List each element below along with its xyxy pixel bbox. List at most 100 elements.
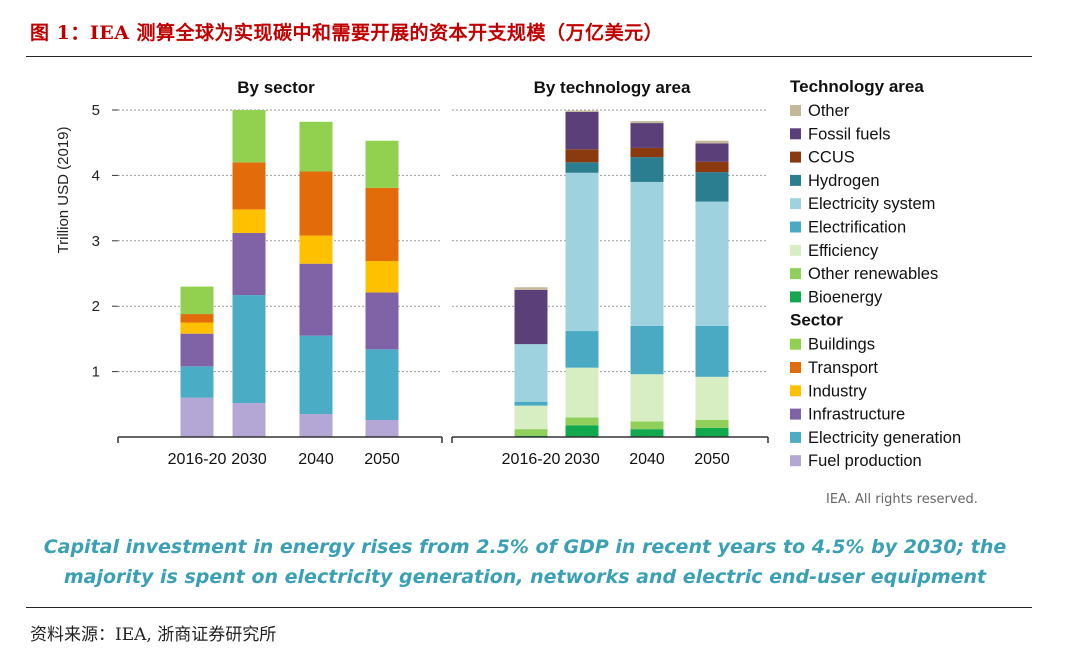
source-note: 资料来源：IEA, 浙商证券研究所 bbox=[30, 625, 277, 645]
bar-segment bbox=[180, 286, 214, 315]
figure-caption: Capital investment in energy rises from … bbox=[43, 536, 1007, 588]
legend-swatch bbox=[790, 221, 801, 233]
legend-swatch bbox=[790, 431, 801, 443]
bar-segment bbox=[630, 157, 664, 182]
bar-segment bbox=[565, 162, 599, 173]
y-tick-label: 3 bbox=[92, 233, 100, 250]
panel-title-by-technology: By technology area bbox=[534, 78, 691, 97]
legend-swatch bbox=[790, 174, 801, 186]
bar-segment bbox=[695, 201, 729, 326]
legend-swatch bbox=[790, 244, 801, 256]
bar-segment bbox=[299, 171, 333, 236]
legend-swatch bbox=[790, 408, 801, 420]
legend-label: Efficiency bbox=[808, 242, 879, 260]
bar-segment bbox=[514, 289, 548, 345]
bar-segment bbox=[695, 376, 729, 420]
legend-swatch bbox=[790, 105, 801, 116]
legend-swatch bbox=[790, 385, 801, 397]
bar-segment bbox=[232, 209, 266, 233]
bars bbox=[180, 110, 729, 437]
bar-segment bbox=[180, 366, 214, 398]
x-tick-label: 2016-20 bbox=[168, 451, 227, 468]
bar-segment bbox=[365, 187, 399, 262]
bar-segment bbox=[299, 414, 333, 437]
panel-title-by-sector: By sector bbox=[237, 78, 315, 97]
bar-segment bbox=[630, 429, 664, 437]
y-tick-label: 2 bbox=[92, 298, 100, 315]
legend-label: Bioenergy bbox=[808, 288, 883, 306]
legend-label: Electrification bbox=[808, 219, 906, 237]
legend-label: Hydrogen bbox=[808, 172, 880, 190]
y-axis-label: Trillion USD (2019) bbox=[55, 127, 72, 254]
bar-segment bbox=[180, 314, 214, 323]
x-tick-label: 2050 bbox=[364, 451, 400, 468]
x-tick-label: 2030 bbox=[231, 451, 267, 468]
legend-swatch bbox=[790, 338, 801, 350]
bar-segment bbox=[565, 331, 599, 368]
x-tick-label: 2050 bbox=[694, 451, 730, 468]
bar-segment bbox=[365, 349, 399, 420]
bar-segment bbox=[365, 419, 399, 437]
gridlines bbox=[118, 109, 768, 373]
bar-segment bbox=[565, 111, 599, 150]
bar-segment bbox=[180, 322, 214, 334]
legend: Technology area Other Fossil fuels CCUS Hydr… bbox=[790, 77, 961, 470]
bottom-divider bbox=[26, 607, 1032, 608]
bar-segment bbox=[695, 427, 729, 437]
legend-title-sector: Sector bbox=[790, 311, 843, 330]
bar-segment bbox=[630, 121, 664, 124]
bar-segment bbox=[232, 162, 266, 210]
bar-segment bbox=[180, 333, 214, 367]
legend-label: CCUS bbox=[808, 149, 855, 167]
bar-segment bbox=[565, 172, 599, 332]
bar-segment bbox=[565, 367, 599, 418]
bar-segment bbox=[565, 425, 599, 437]
bar-segment bbox=[180, 397, 214, 437]
legend-swatch bbox=[790, 151, 801, 163]
bar-segment bbox=[514, 401, 548, 406]
x-tick-label: 2040 bbox=[298, 451, 334, 468]
bar-segment bbox=[630, 374, 664, 422]
bar-segment bbox=[514, 405, 548, 430]
bar-segment bbox=[514, 287, 548, 290]
bar-segment bbox=[365, 140, 399, 188]
legend-label: Infrastructure bbox=[808, 406, 905, 424]
legend-label: Electricity generation bbox=[808, 429, 961, 447]
legend-swatch bbox=[790, 128, 801, 140]
legend-swatch bbox=[790, 291, 801, 303]
legend-swatch bbox=[790, 455, 801, 467]
legend-label: Fuel production bbox=[808, 452, 922, 470]
legend-label: Industry bbox=[808, 382, 867, 400]
bar-segment bbox=[630, 421, 664, 430]
legend-label: Fossil fuels bbox=[808, 125, 891, 143]
bar-segment bbox=[565, 417, 599, 426]
bar-segment bbox=[695, 143, 729, 162]
title-divider bbox=[26, 56, 1032, 57]
bar-segment bbox=[365, 292, 399, 350]
bar-segment bbox=[695, 161, 729, 173]
bar-segment bbox=[514, 429, 548, 436]
bar-segment bbox=[565, 149, 599, 163]
bar-segment bbox=[299, 335, 333, 415]
bar-segment bbox=[695, 325, 729, 377]
bar-segment bbox=[695, 419, 729, 428]
y-tick-label: 5 bbox=[92, 102, 100, 119]
bar-segment bbox=[514, 344, 548, 402]
bar-segment bbox=[299, 235, 333, 264]
bar-segment bbox=[232, 295, 266, 403]
x-tick-label: 2030 bbox=[564, 451, 600, 468]
bar-segment bbox=[695, 172, 729, 202]
legend-title-technology: Technology area bbox=[790, 77, 924, 96]
bar-segment bbox=[232, 232, 266, 296]
legend-swatch bbox=[790, 362, 801, 373]
bar-segment bbox=[630, 181, 664, 326]
legend-label: Transport bbox=[808, 359, 878, 377]
bar-segment bbox=[565, 110, 599, 112]
y-tick-label: 4 bbox=[92, 167, 100, 184]
bar-segment bbox=[630, 325, 664, 375]
legend-swatch bbox=[790, 198, 801, 210]
legend-label: Other bbox=[808, 102, 850, 120]
legend-label: Buildings bbox=[808, 336, 875, 354]
